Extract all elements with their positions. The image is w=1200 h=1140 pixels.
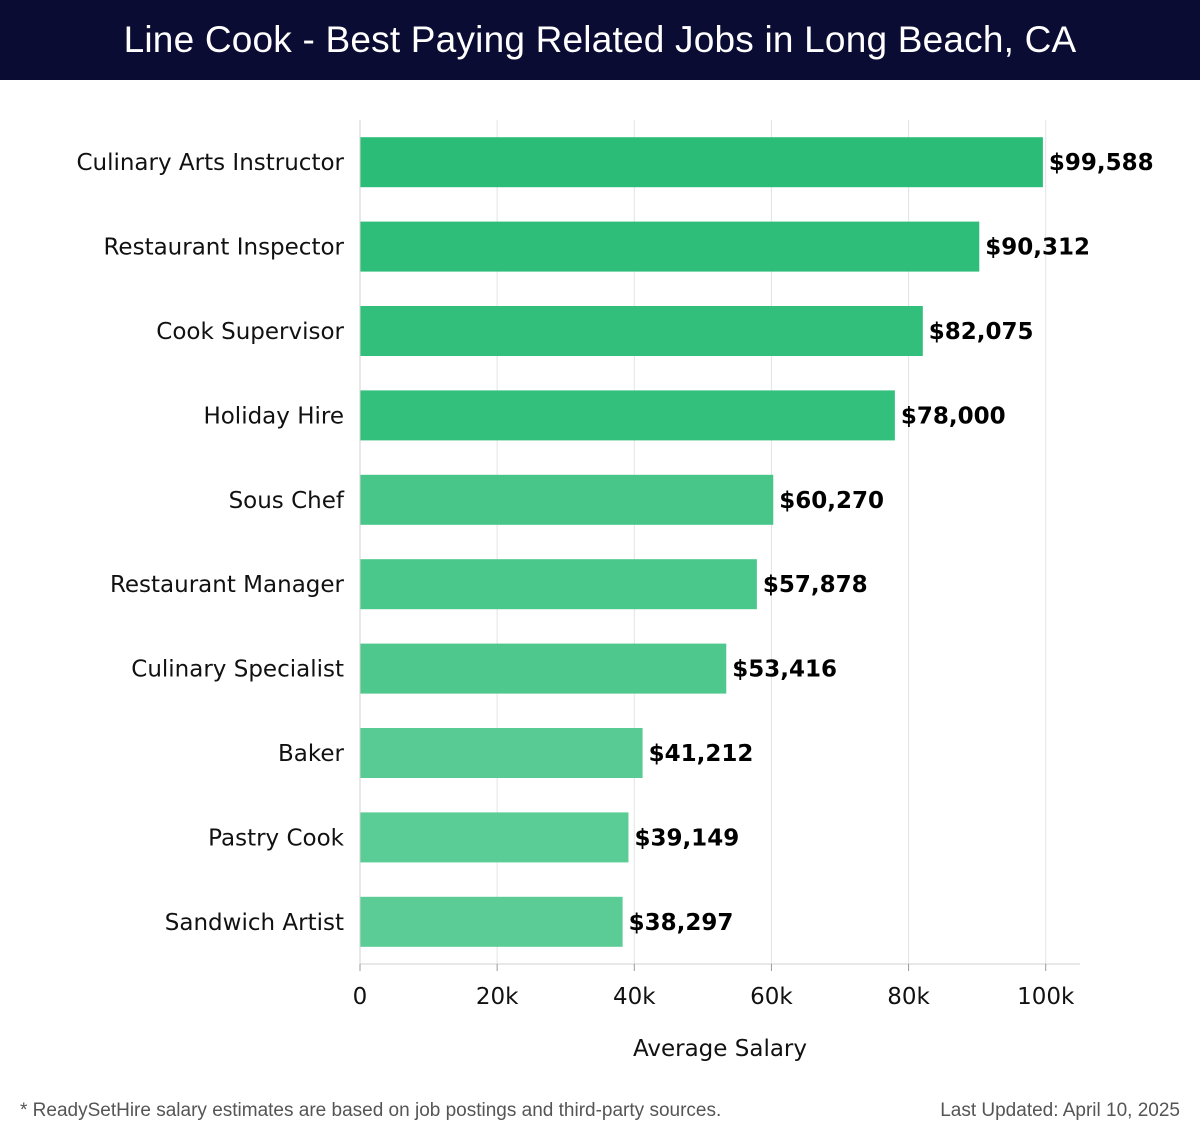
x-tick-label: 20k [476, 984, 519, 1010]
x-tick-label: 100k [1017, 984, 1075, 1010]
chart-title: Line Cook - Best Paying Related Jobs in … [0, 0, 1200, 80]
category-label: Pastry Cook [208, 825, 345, 851]
bar [360, 559, 757, 610]
bar [360, 474, 774, 525]
bar [360, 306, 923, 356]
value-label: $60,270 [779, 488, 884, 514]
salary-bar-chart: Culinary Arts Instructor $99,588 Restauran… [76, 120, 1154, 1062]
bar [360, 137, 1043, 188]
bar [360, 221, 980, 272]
value-label: $99,588 [1049, 150, 1154, 176]
value-label: $78,000 [901, 403, 1006, 429]
category-label: Holiday Hire [203, 403, 344, 429]
value-label: $39,149 [634, 825, 739, 851]
footer-note: * ReadySetHire salary estimates are base… [20, 1100, 722, 1121]
bar [360, 643, 727, 694]
last-updated: Last Updated: April 10, 2025 [940, 1100, 1180, 1121]
category-label: Restaurant Manager [110, 572, 345, 598]
category-label: Sous Chef [229, 488, 345, 514]
bar [360, 728, 643, 778]
category-label: Cook Supervisor [156, 319, 344, 345]
value-label: $82,075 [929, 319, 1034, 345]
category-label: Baker [278, 741, 345, 767]
category-label: Restaurant Inspector [103, 235, 344, 261]
value-label: $41,212 [649, 741, 754, 767]
value-label: $90,312 [985, 235, 1090, 261]
value-label: $57,878 [763, 572, 868, 598]
value-label: $53,416 [732, 657, 837, 683]
x-tick-label: 80k [887, 984, 930, 1010]
bar [360, 896, 623, 947]
x-tick-label: 0 [353, 984, 368, 1010]
bar [360, 390, 895, 441]
category-label: Culinary Specialist [131, 657, 344, 683]
x-tick-label: 60k [750, 984, 793, 1010]
x-axis-title: Average Salary [633, 1036, 807, 1062]
value-label: $38,297 [629, 910, 734, 936]
bar [360, 812, 629, 863]
x-tick-label: 40k [613, 984, 656, 1010]
category-label: Sandwich Artist [165, 910, 344, 936]
category-label: Culinary Arts Instructor [76, 150, 344, 176]
